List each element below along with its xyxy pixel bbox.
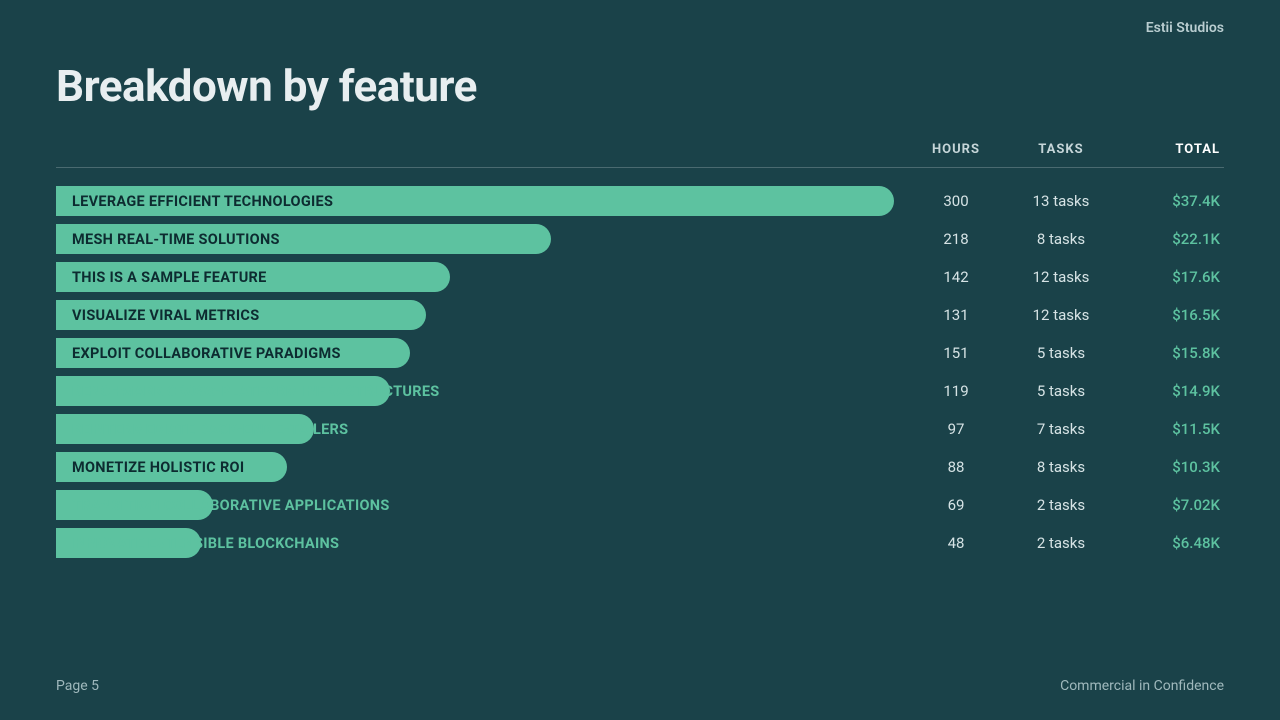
hours-value: 48 [906,534,1006,552]
bar-cell: MESH REAL-TIME SOLUTIONS [56,224,906,254]
feature-label: EXPLOIT COLLABORATIVE PARADIGMS [72,338,341,368]
table-row: LEVERAGE EFFICIENT TECHNOLOGIES 30013 tas… [56,182,1224,220]
tasks-value: 2 tasks [1006,534,1116,552]
total-value: $7.02K [1116,496,1224,514]
page-footer: Page 5 Commercial in Confidence [56,678,1224,694]
feature-label: THIS IS A SAMPLE FEATURE [72,262,267,292]
table-row: MONETIZE HOLISTIC ROI 888 tasks$10.3K [56,448,1224,486]
table-row: THIS IS A SAMPLE FEATURE 14212 tasks$17.6… [56,258,1224,296]
tasks-value: 12 tasks [1006,268,1116,286]
bar-cell: LEVERAGE EFFICIENT TECHNOLOGIES [56,186,906,216]
hours-value: 69 [906,496,1006,514]
table-row: INNOVATE EXTENSIBLE BLOCKCHAINS 482 tasks… [56,524,1224,562]
tasks-value: 5 tasks [1006,344,1116,362]
feature-label: VISUALIZE VIRAL METRICS [72,300,259,330]
feature-label: REINTERMEDIATE BACK-END E-TAILERS [72,414,348,444]
hours-value: 300 [906,192,1006,210]
table-row: TRANSITION COLLABORATIVE APPLICATIONS 692… [56,486,1224,524]
page-title: Breakdown by feature [56,60,1224,112]
total-value: $6.48K [1116,534,1224,552]
feature-label: MESH REAL-TIME SOLUTIONS [72,224,280,254]
hours-value: 151 [906,344,1006,362]
main-container: Breakdown by feature HOURS TASKS TOTAL L… [0,0,1280,562]
total-value: $14.9K [1116,382,1224,400]
column-header-total: TOTAL [1116,142,1224,157]
tasks-value: 7 tasks [1006,420,1116,438]
tasks-value: 2 tasks [1006,496,1116,514]
tasks-value: 13 tasks [1006,192,1116,210]
tasks-value: 8 tasks [1006,458,1116,476]
bar-cell: EXPLOIT COLLABORATIVE PARADIGMS [56,338,906,368]
feature-label: MONETIZE HOLISTIC ROI [72,452,244,482]
feature-label: LEVERAGE EFFICIENT TECHNOLOGIES [72,186,333,216]
hours-value: 119 [906,382,1006,400]
bar-cell: REINTERMEDIATE BACK-END E-TAILERS [56,414,906,444]
hours-value: 142 [906,268,1006,286]
column-header-hours: HOURS [906,142,1006,157]
table-row: REINTERMEDIATE BACK-END E-TAILERS 977 tas… [56,410,1224,448]
total-value: $22.1K [1116,230,1224,248]
tasks-value: 8 tasks [1006,230,1116,248]
bar-cell: VISUALIZE VIRAL METRICS [56,300,906,330]
table-header-row: HOURS TASKS TOTAL [56,142,1224,168]
tasks-value: 5 tasks [1006,382,1116,400]
hours-value: 218 [906,230,1006,248]
brand-label: Estii Studios [1146,20,1224,36]
total-value: $16.5K [1116,306,1224,324]
footer-page-number: Page 5 [56,678,99,694]
bar-cell: MONETIZE HOLISTIC ROI [56,452,906,482]
total-value: $15.8K [1116,344,1224,362]
hours-value: 97 [906,420,1006,438]
feature-label: INNOVATE EXTENSIBLE BLOCKCHAINS [72,528,339,558]
feature-label: TRANSITION COLLABORATIVE APPLICATIONS [72,490,390,520]
hours-value: 131 [906,306,1006,324]
column-header-tasks: TASKS [1006,142,1116,157]
bar-cell: BENCHMARK CROSS-PLATFORM INFRASTRUCTURES [56,376,906,406]
table-row: MESH REAL-TIME SOLUTIONS 2188 tasks$22.1K [56,220,1224,258]
bar-cell: THIS IS A SAMPLE FEATURE [56,262,906,292]
total-value: $11.5K [1116,420,1224,438]
total-value: $37.4K [1116,192,1224,210]
footer-confidentiality-notice: Commercial in Confidence [1060,678,1224,694]
tasks-value: 12 tasks [1006,306,1116,324]
hours-value: 88 [906,458,1006,476]
total-value: $10.3K [1116,458,1224,476]
bar-cell: INNOVATE EXTENSIBLE BLOCKCHAINS [56,528,906,558]
feature-label: BENCHMARK CROSS-PLATFORM INFRASTRUCTURES [72,376,440,406]
feature-breakdown-table: HOURS TASKS TOTAL LEVERAGE EFFICIENT TEC… [56,142,1224,562]
bar-cell: TRANSITION COLLABORATIVE APPLICATIONS [56,490,906,520]
table-row: BENCHMARK CROSS-PLATFORM INFRASTRUCTURES… [56,372,1224,410]
total-value: $17.6K [1116,268,1224,286]
table-row: VISUALIZE VIRAL METRICS 13112 tasks$16.5K [56,296,1224,334]
table-row: EXPLOIT COLLABORATIVE PARADIGMS 1515 task… [56,334,1224,372]
table-body: LEVERAGE EFFICIENT TECHNOLOGIES 30013 tas… [56,182,1224,562]
